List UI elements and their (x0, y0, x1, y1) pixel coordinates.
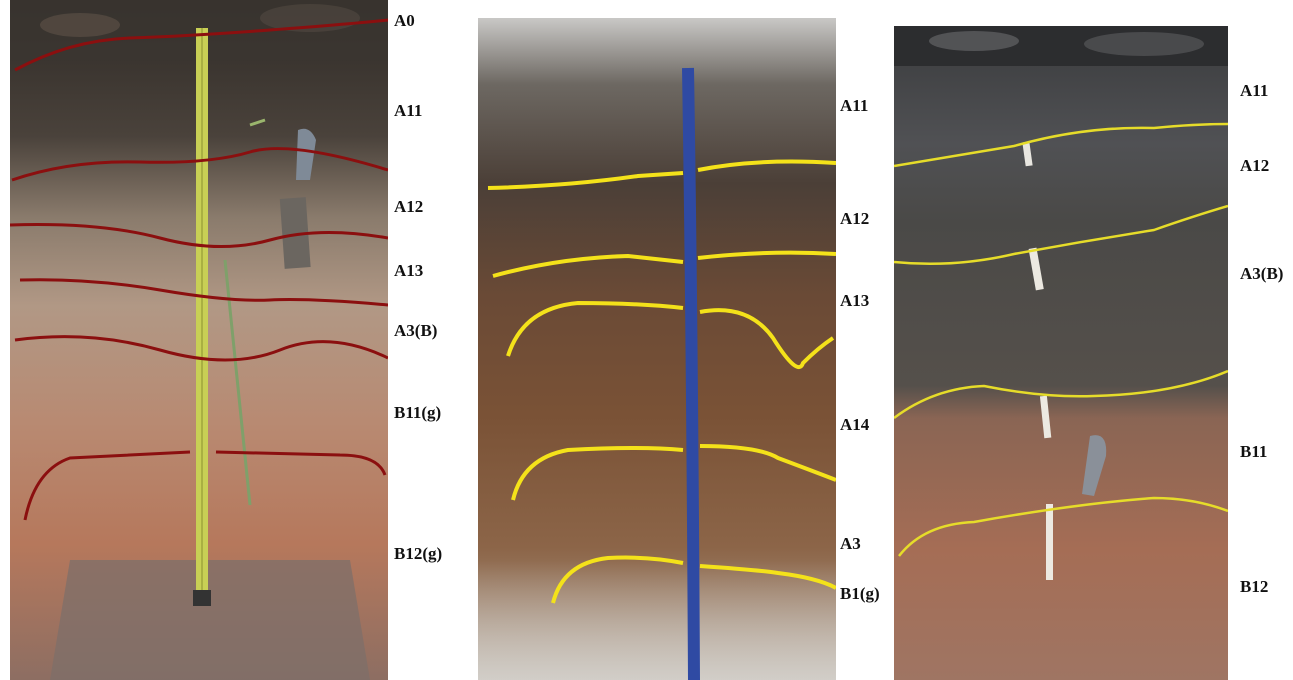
horizon-label: B12 (1240, 577, 1269, 596)
soil-profile-photo-3 (894, 26, 1228, 680)
horizon-label: A12 (840, 209, 870, 228)
horizon-label: A3 (840, 534, 861, 553)
soil-profile-photo-1 (10, 0, 388, 680)
horizon-label: A13 (840, 291, 870, 310)
horizon-label: A3(B) (394, 321, 438, 340)
horizon-label: B1(g) (840, 584, 880, 603)
horizon-label: A11 (394, 101, 423, 120)
horizon-label: A0 (394, 11, 415, 30)
soil-profile-photo-2 (478, 18, 836, 680)
horizon-label: A11 (840, 96, 869, 115)
soil-profile-2-image (478, 18, 836, 680)
horizon-label: B11 (1240, 442, 1268, 461)
horizon-label: A12 (394, 197, 424, 216)
horizon-label: B12(g) (394, 544, 443, 563)
horizon-label: B11(g) (394, 403, 442, 422)
horizon-label: A14 (840, 415, 870, 434)
horizon-label: A3(B) (1240, 264, 1284, 283)
horizon-label: A11 (1240, 81, 1269, 100)
soil-profile-1-image (10, 0, 388, 680)
soil-profile-3-image (894, 26, 1228, 680)
horizon-label: A13 (394, 261, 424, 280)
horizon-label: A12 (1240, 156, 1270, 175)
